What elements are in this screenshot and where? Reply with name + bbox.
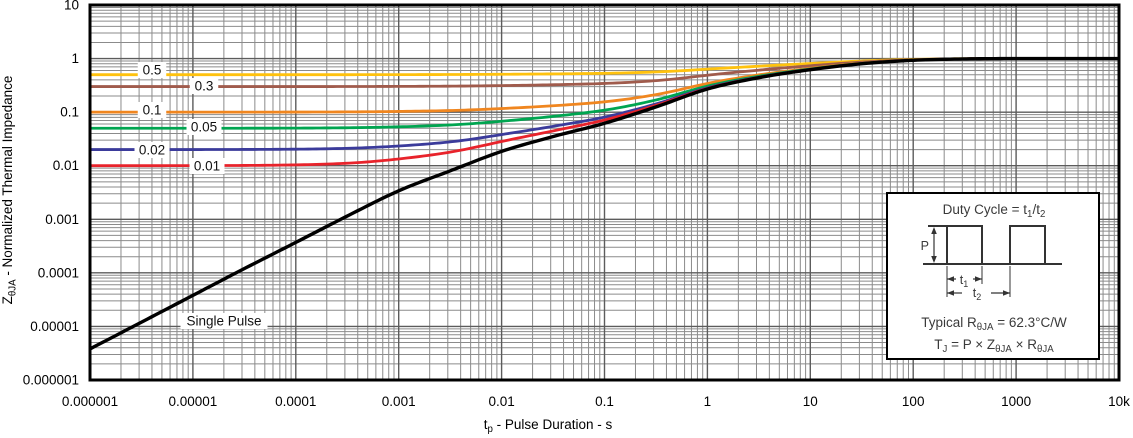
x-tick-0.01: 0.01 xyxy=(488,394,514,409)
x-tick-0.001: 0.001 xyxy=(382,394,416,409)
typical-rtheta-line: Typical RθJA = 62.3°C/W xyxy=(921,315,1067,333)
pulse-waveform xyxy=(923,225,1062,297)
tj-equation-line: TJ = P × ZθJA × RθJA xyxy=(934,337,1054,355)
curve-label-0.3-box xyxy=(189,78,219,94)
y-tick-1: 1 xyxy=(71,51,79,66)
curve-label-0.01: 0.01 xyxy=(194,159,220,174)
curve-label-0.02: 0.02 xyxy=(139,143,165,158)
y-tick-10: 10 xyxy=(64,0,79,13)
t1-label: t1 xyxy=(960,273,969,289)
x-axis-ticks: 0.000001 0.00001 0.0001 0.001 0.01 0.1 1 10 100 1… xyxy=(62,394,1130,409)
curve-label-0.5: 0.5 xyxy=(143,63,162,78)
y-tick-0.0001: 0.0001 xyxy=(38,265,79,280)
x-tick-0.000001: 0.000001 xyxy=(62,394,118,409)
x-tick-100: 100 xyxy=(902,394,925,409)
curve-label-0.3: 0.3 xyxy=(195,79,214,94)
y-axis-title: ZθJA - Normalized Thermal Impedance xyxy=(0,76,18,305)
x-tick-1000: 1000 xyxy=(1001,394,1031,409)
inset-title: Duty Cycle = t1/t2 xyxy=(943,202,1046,220)
y-tick-0.01: 0.01 xyxy=(53,158,79,173)
p-arrow xyxy=(931,227,937,263)
curve-label-0.1: 0.1 xyxy=(143,103,162,118)
x-tick-10: 10 xyxy=(803,394,818,409)
single-pulse-label: Single Pulse xyxy=(186,314,261,329)
plot-frame xyxy=(88,3,1121,382)
y-tick-0.000001: 0.000001 xyxy=(23,373,79,388)
x-tick-10k: 10k xyxy=(1108,394,1130,409)
curve-label-0.01-box xyxy=(189,158,225,174)
curve-label-0.05-box xyxy=(186,119,222,135)
y-axis-ticks: 10 1 0.1 0.01 0.001 0.0001 0.00001 0.000001 xyxy=(23,0,79,388)
curves xyxy=(90,56,1119,351)
curve-single-pulse xyxy=(90,56,1119,351)
inset-box xyxy=(886,192,1100,360)
x-tick-0.1: 0.1 xyxy=(595,394,614,409)
t2-arrow xyxy=(947,290,1010,296)
t1-arrow xyxy=(947,276,982,282)
curve-label-0.1-box xyxy=(137,102,167,118)
x-tick-0.00001: 0.00001 xyxy=(168,394,217,409)
x-tick-1: 1 xyxy=(704,394,712,409)
curve-label-0.02-box xyxy=(134,142,170,158)
y-tick-0.00001: 0.00001 xyxy=(30,319,79,334)
single-pulse-label-box xyxy=(180,313,268,329)
x-axis-title: tp - Pulse Duration - s xyxy=(484,417,613,435)
curve-label-0.5-box xyxy=(137,62,167,78)
x-tick-0.0001: 0.0001 xyxy=(275,394,316,409)
p-label: P xyxy=(921,239,929,253)
y-tick-0.001: 0.001 xyxy=(45,212,79,227)
t2-label: t2 xyxy=(973,286,982,302)
curve-labels: 0.5 0.3 0.1 0.05 0.02 0.01 Single Pulse xyxy=(134,62,268,329)
curve-label-0.05: 0.05 xyxy=(191,120,217,135)
y-tick-0.1: 0.1 xyxy=(60,105,79,120)
